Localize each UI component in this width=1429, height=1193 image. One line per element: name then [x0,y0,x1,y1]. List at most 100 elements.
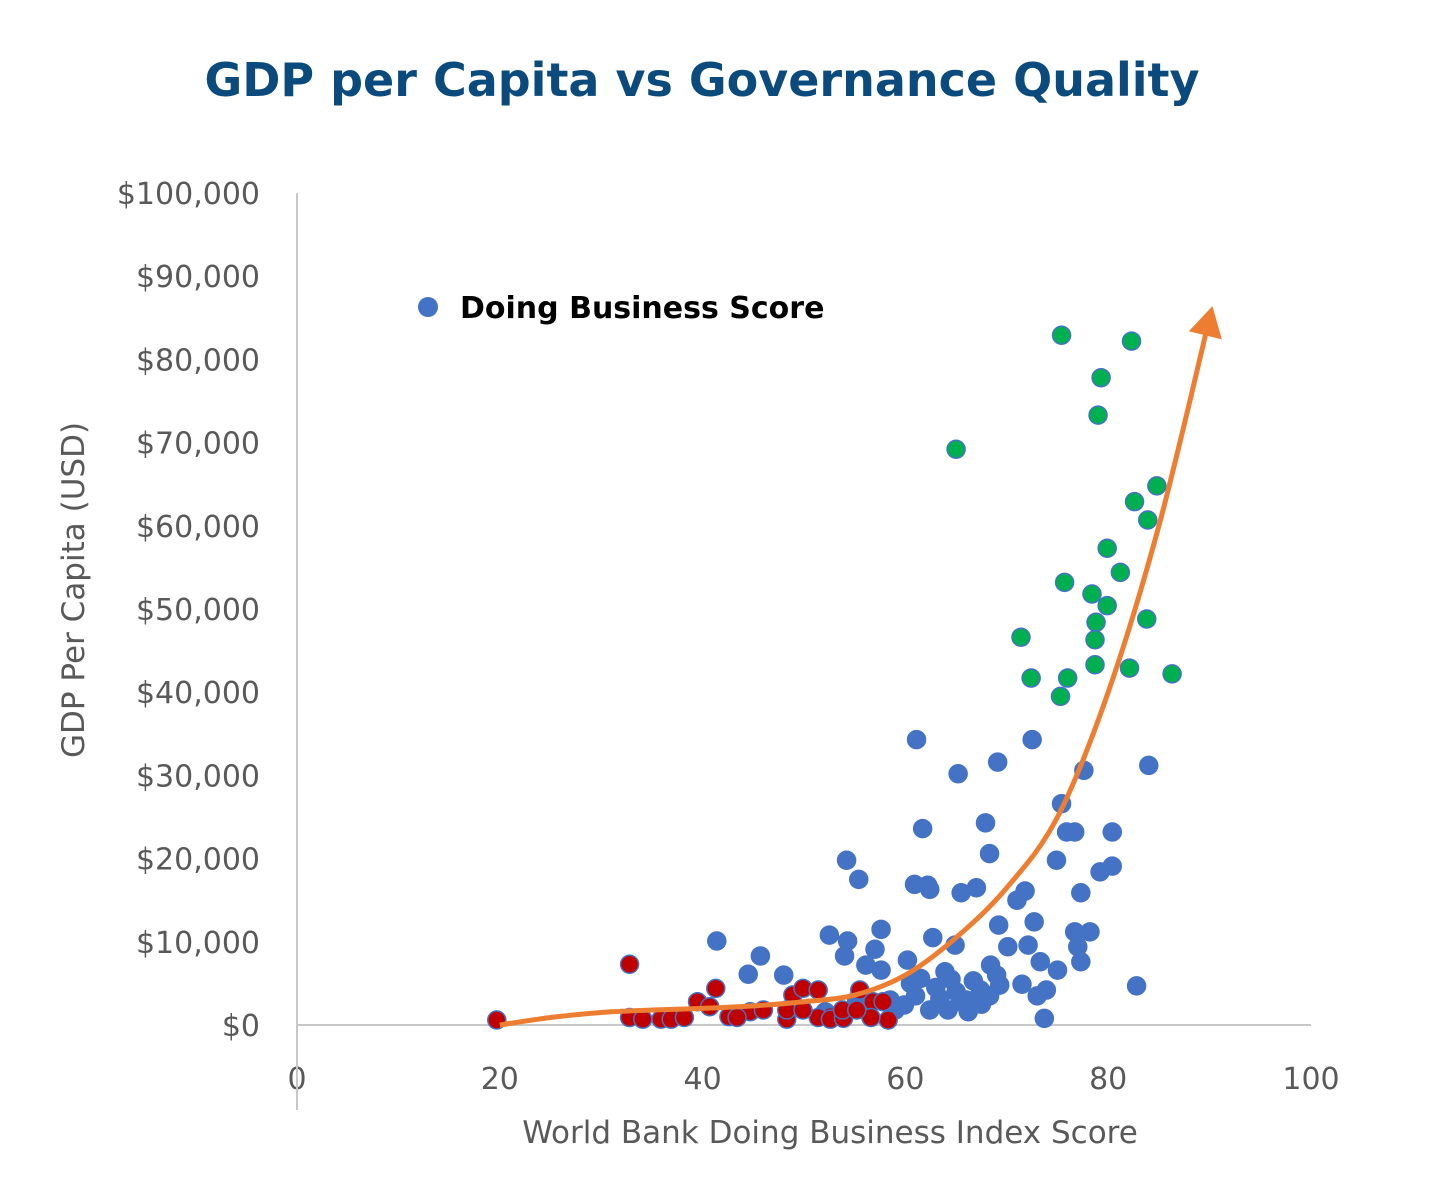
y-tick-label: $30,000 [136,759,260,794]
y-tick-label: $0 [222,1009,260,1044]
trendline-arrowhead [1188,306,1222,340]
data-point [1126,976,1147,996]
data-point [846,1000,867,1020]
data-point [926,977,946,998]
y-tick-label: $20,000 [136,843,260,878]
data-point [1085,630,1105,650]
data-point [1124,491,1145,512]
data-point [919,879,940,900]
data-point [1030,952,1051,972]
data-point [1110,562,1131,583]
data-point [1097,595,1117,616]
data-point [979,843,1000,864]
data-point [1102,822,1123,842]
data-point [1085,654,1105,675]
data-point [1018,935,1038,955]
data-point [1051,325,1072,346]
x-tick-label: 80 [1089,1062,1127,1097]
data-point [1022,729,1042,750]
data-point [871,919,891,940]
data-point [750,946,771,966]
data-point [808,980,828,1000]
data-point [1011,627,1031,648]
data-point [1034,1008,1055,1029]
data-point [1139,755,1159,776]
legend-label: Doing Business Score [460,291,824,326]
data-point [923,927,943,948]
data-point [1137,510,1158,530]
data-point [738,964,758,984]
data-point [773,965,794,985]
data-point [1054,572,1075,593]
data-point [1064,822,1085,842]
x-tick-label: 100 [1282,1062,1339,1097]
data-point [1021,668,1041,688]
chart-title: GDP per Capita vs Governance Quality [204,53,1199,107]
data-point [1080,922,1100,942]
data-point [1090,862,1110,882]
data-point [1091,367,1111,388]
data-point [834,946,855,966]
y-tick-label: $50,000 [136,593,260,628]
data-points [487,325,1182,1030]
y-tick-label: $80,000 [136,343,260,378]
data-point [1121,331,1142,351]
data-point [989,975,1010,995]
trendline [499,306,1222,1028]
data-point [897,950,918,970]
data-point [906,729,927,750]
y-axis-ticks: $0 $10,000 $20,000 $30,000 $40,000 $50,000 $60… [117,177,260,1044]
data-point [975,813,996,833]
y-tick-label: $60,000 [136,510,260,545]
data-point [727,1007,747,1028]
data-point [987,752,1008,772]
data-point [1147,476,1167,496]
x-tick-label: 20 [481,1062,519,1097]
data-point [1027,986,1047,1006]
data-point [1119,658,1140,678]
data-point [988,915,1009,935]
data-point [836,850,857,871]
data-point [873,991,893,1012]
data-point [1082,584,1102,604]
y-tick-label: $70,000 [136,427,260,462]
x-axis-ticks: 0 20 40 60 80 100 [287,1062,1339,1097]
y-tick-label: $100,000 [117,177,260,212]
data-point [1071,882,1091,903]
data-point [865,939,885,960]
data-point [966,877,987,898]
data-point [706,978,726,999]
legend-marker [418,297,438,317]
data-point [1024,912,1044,932]
y-tick-label: $10,000 [136,926,260,961]
data-point [1071,952,1091,972]
data-point [1097,538,1117,559]
data-point [619,954,640,975]
data-point [819,925,840,945]
data-point [871,960,891,980]
data-point [938,1000,958,1020]
x-axis-label: World Bank Doing Business Index Score [522,1115,1138,1151]
data-point [998,937,1018,957]
data-point [1086,612,1106,633]
y-axis-label: GDP Per Capita (USD) [56,422,92,758]
data-point [878,1010,898,1030]
data-point [1088,405,1108,425]
data-point [1047,960,1068,980]
data-point [948,763,968,784]
data-point [1057,668,1078,688]
data-point [1050,686,1071,707]
data-point [971,994,992,1014]
data-point [912,818,933,839]
trendline-curve [499,317,1213,1028]
data-point [849,869,869,890]
data-point [1162,664,1182,684]
x-tick-label: 40 [684,1062,722,1097]
data-point [946,439,966,460]
y-tick-label: $90,000 [136,260,260,295]
data-point [707,931,727,951]
data-point [1007,890,1027,910]
x-tick-label: 60 [886,1062,924,1097]
data-point [1046,850,1067,871]
